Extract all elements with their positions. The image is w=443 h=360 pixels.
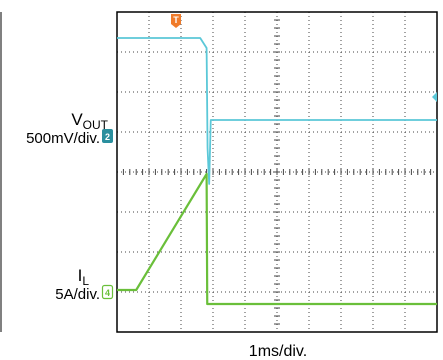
- vout-scale: 500mV/div.: [26, 130, 100, 147]
- channel-2-badge: [102, 129, 113, 143]
- x-axis-label: 1ms/div.: [249, 343, 307, 360]
- channel-level-arrow: [432, 92, 437, 102]
- waveform-traces: [117, 37, 437, 306]
- channel-4-badge: [101, 284, 114, 300]
- channel-2-label: 2: [105, 132, 110, 142]
- trigger-marker-shape: [171, 14, 181, 28]
- series-label-il: IL 5A/div. 4: [55, 266, 114, 303]
- trigger-marker-label: T: [173, 15, 179, 25]
- series-label-vout: VOUT 500mV/div. 2: [26, 110, 113, 147]
- trace-il: [117, 172, 437, 306]
- channel-4-label: 4: [105, 288, 110, 298]
- graticule-grid: [117, 12, 437, 332]
- vout-name: VOUT: [71, 110, 108, 132]
- trace-vout: [117, 37, 437, 185]
- graticule-frame: [116, 11, 438, 333]
- il-scale: 5A/div.: [55, 286, 100, 303]
- trigger-marker: T: [171, 14, 181, 28]
- il-name: IL: [78, 266, 90, 288]
